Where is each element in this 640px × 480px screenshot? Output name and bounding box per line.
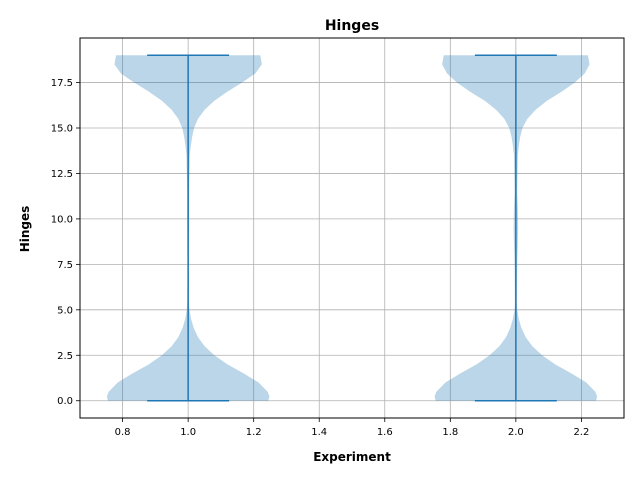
x-tick-label: 2.0 bbox=[508, 427, 524, 438]
y-tick-label: 0.0 bbox=[57, 396, 73, 407]
violin-bodies bbox=[106, 54, 598, 402]
y-tick-label: 10.0 bbox=[51, 214, 73, 225]
x-axis-ticks: 0.8 1.0 1.2 1.4 1.6 1.8 2.0 2.2 bbox=[115, 418, 589, 438]
y-tick-label: 17.5 bbox=[51, 78, 73, 89]
y-tick-label: 7.5 bbox=[57, 260, 73, 271]
plot-area-frame bbox=[79, 37, 625, 419]
x-tick-label: 1.6 bbox=[377, 427, 393, 438]
y-axis-ticks: 0.0 2.5 5.0 7.5 10.0 12.5 15.0 17.5 bbox=[51, 78, 80, 407]
x-tick-label: 1.8 bbox=[442, 427, 458, 438]
x-tick-label: 2.2 bbox=[573, 427, 589, 438]
y-tick-label: 5.0 bbox=[57, 305, 73, 316]
y-axis-title: Hinges bbox=[18, 206, 32, 253]
x-tick-label: 1.0 bbox=[180, 427, 196, 438]
y-tick-label: 12.5 bbox=[51, 169, 73, 180]
grid-lines bbox=[80, 38, 624, 418]
y-tick-label: 2.5 bbox=[57, 351, 73, 362]
x-tick-label: 0.8 bbox=[115, 427, 131, 438]
x-axis-title: Experiment bbox=[313, 450, 391, 464]
x-tick-label: 1.4 bbox=[311, 427, 327, 438]
x-tick-label: 1.2 bbox=[246, 427, 262, 438]
y-tick-label: 15.0 bbox=[51, 124, 73, 135]
chart-title: Hinges bbox=[325, 18, 379, 34]
